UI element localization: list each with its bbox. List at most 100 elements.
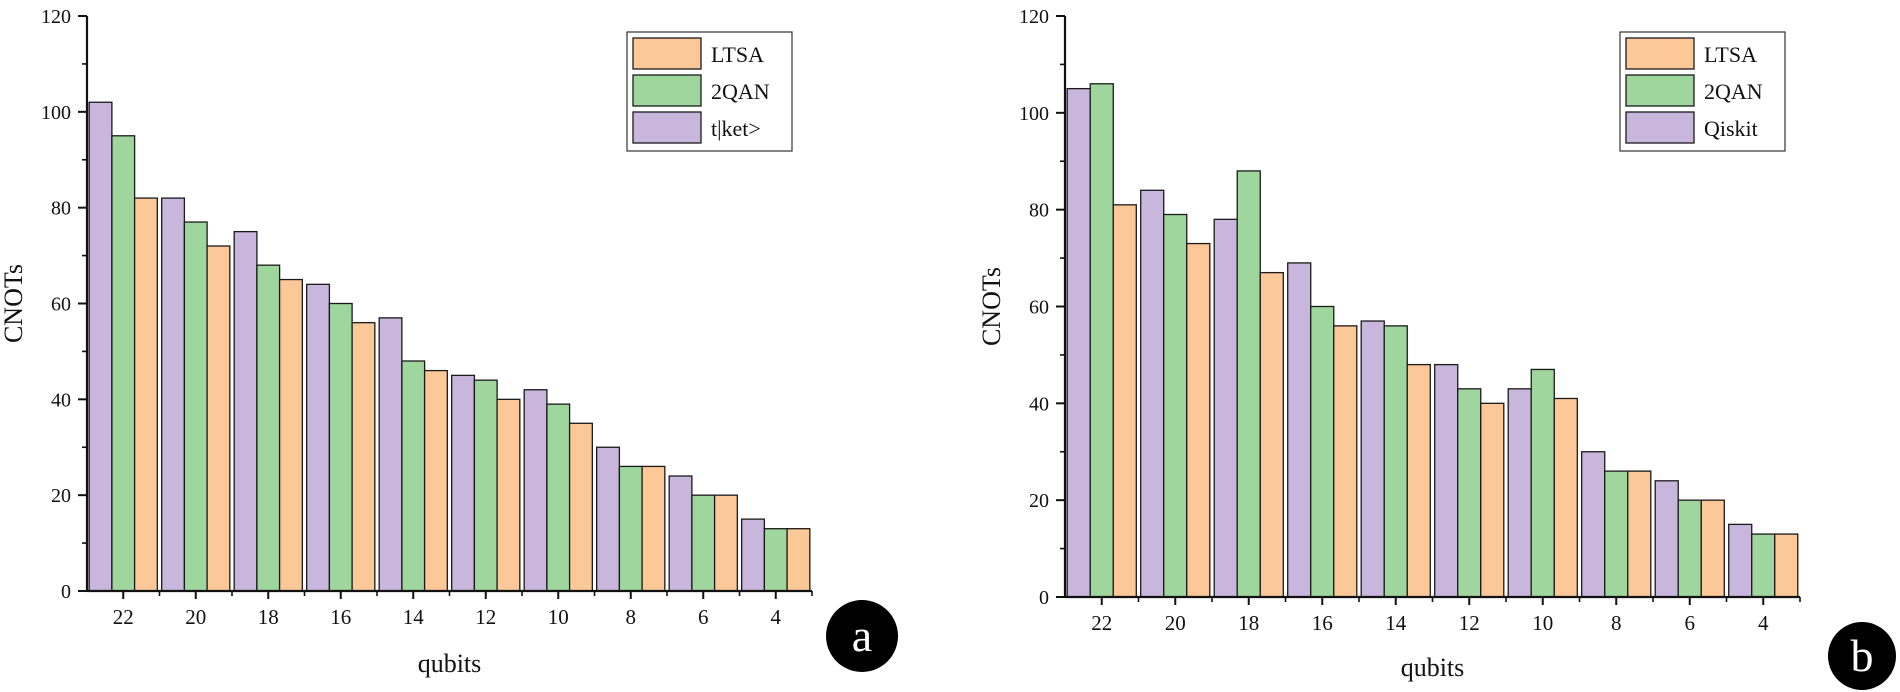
series-t-ket- <box>88 101 766 592</box>
x-tick-label: 14 <box>403 605 425 629</box>
bar <box>1553 397 1578 598</box>
bar <box>401 360 426 592</box>
panel-badge <box>826 600 898 672</box>
y-tick-label: 40 <box>51 389 71 411</box>
bar <box>88 101 113 592</box>
legend-label: 2QAN <box>1704 79 1763 104</box>
bar <box>1360 320 1385 598</box>
y-tick-label: 0 <box>1039 587 1049 609</box>
bar <box>1310 305 1335 598</box>
bar <box>1112 204 1137 598</box>
bar <box>691 494 716 592</box>
bar <box>1287 262 1312 598</box>
series-ltsa <box>1112 204 1799 598</box>
bar <box>1406 363 1431 598</box>
bar <box>1434 363 1459 598</box>
y-tick-label: 20 <box>51 485 71 507</box>
x-tick-label: 4 <box>771 605 782 629</box>
y-tick-label: 80 <box>51 198 71 220</box>
bar <box>1751 533 1776 598</box>
x-tick-label: 8 <box>1611 611 1622 635</box>
x-tick-label: 8 <box>626 605 637 629</box>
y-tick-label: 100 <box>41 102 71 124</box>
x-tick-label: 16 <box>330 605 351 629</box>
x-tick-label: 18 <box>1238 611 1259 635</box>
x-tick-label: 18 <box>258 605 279 629</box>
bar <box>641 465 666 592</box>
x-tick-label: 10 <box>1532 611 1553 635</box>
bar <box>1066 87 1091 598</box>
bar <box>1581 451 1606 598</box>
y-tick-label: 20 <box>1029 490 1049 512</box>
x-axis-title: qubits <box>418 649 482 678</box>
x-tick-label: 22 <box>1091 611 1112 635</box>
bar <box>1654 480 1679 598</box>
bar <box>1700 499 1725 598</box>
bar <box>111 135 136 592</box>
bar <box>786 528 811 592</box>
x-axis-title: qubits <box>1401 653 1465 682</box>
y-tick-label: 40 <box>1029 393 1049 415</box>
bar <box>1163 213 1188 598</box>
bar <box>1457 388 1482 598</box>
y-tick-label: 80 <box>1029 200 1049 222</box>
series-2qan <box>1089 83 1776 598</box>
bar <box>1627 470 1652 598</box>
x-tick-label: 22 <box>113 605 134 629</box>
x-tick-label: 4 <box>1758 611 1769 635</box>
x-tick-label: 16 <box>1312 611 1333 635</box>
legend-swatch <box>632 74 702 107</box>
bar <box>1677 499 1702 598</box>
bar <box>1507 388 1532 598</box>
bar <box>496 398 521 592</box>
bar <box>546 403 571 592</box>
bar <box>423 369 448 592</box>
legend-swatch <box>1625 37 1695 70</box>
bar <box>451 374 476 592</box>
bar <box>256 264 281 592</box>
legend-label: t|ket> <box>711 116 761 141</box>
bar <box>1259 271 1284 598</box>
legend-label: LTSA <box>1704 42 1757 67</box>
legend-swatch <box>1625 111 1695 144</box>
bar <box>1140 189 1165 598</box>
bar <box>1383 325 1408 598</box>
legend: LTSA 2QAN Qiskit <box>1619 31 1786 152</box>
y-tick-label: 100 <box>1019 103 1049 125</box>
bar <box>306 283 331 592</box>
bar <box>1604 470 1629 598</box>
bar <box>741 518 766 592</box>
bar <box>1333 325 1358 598</box>
bar <box>1774 533 1799 598</box>
legend: LTSA 2QAN t|ket> <box>626 31 793 152</box>
bar <box>1186 242 1211 598</box>
bar <box>568 422 593 592</box>
bar <box>1530 368 1555 598</box>
x-tick-label: 6 <box>1685 611 1696 635</box>
legend-label: Qiskit <box>1704 116 1758 141</box>
bar <box>596 446 621 592</box>
panel-label: b <box>1851 630 1874 681</box>
bar <box>378 317 403 592</box>
x-tick-label: 14 <box>1385 611 1407 635</box>
y-axis-title: CNOTs <box>0 264 28 343</box>
x-tick-label: 20 <box>185 605 206 629</box>
legend-label: 2QAN <box>711 79 770 104</box>
x-tick-label: 12 <box>475 605 496 629</box>
bar <box>1480 402 1505 598</box>
bar <box>473 379 498 592</box>
y-tick-label: 120 <box>1019 6 1049 28</box>
bar <box>713 494 738 592</box>
bar <box>523 389 548 592</box>
bar <box>1089 83 1114 598</box>
bar <box>328 302 353 592</box>
bar <box>1728 523 1753 598</box>
legend-swatch <box>632 111 702 144</box>
bar <box>161 197 186 592</box>
bar <box>278 278 303 592</box>
chart-b: 0 20 40 60 80 100 120 22 20 18 16 14 12 10 8 6 4 qubits CN… <box>977 6 1896 690</box>
bar <box>618 465 643 592</box>
series-ltsa <box>133 197 811 592</box>
panel-label: a <box>852 610 872 661</box>
